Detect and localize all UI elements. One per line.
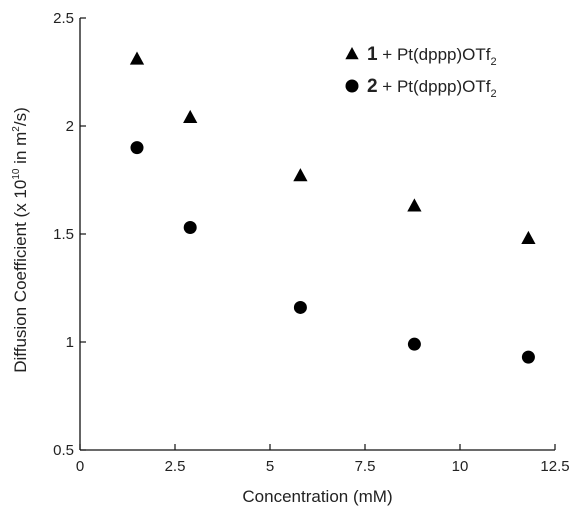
y-axis-label-part3: /s) <box>11 107 30 126</box>
x-tick-label: 10 <box>452 458 469 475</box>
series-2-point <box>407 337 421 351</box>
series-2-point <box>293 300 307 314</box>
x-tick-label: 5 <box>266 458 274 475</box>
legend-entry-2: 2 + Pt(dppp)OTf2 <box>345 76 497 100</box>
series-2-point <box>183 221 197 235</box>
series-1-point <box>183 109 198 123</box>
y-axis-label-part2: in m <box>11 132 30 169</box>
series-1-point <box>129 51 145 65</box>
x-axis-label: Concentration (mM) <box>242 487 392 506</box>
legend-subscript-2: 2 <box>491 88 497 100</box>
y-tick-label: 1.5 <box>53 226 74 243</box>
series-1-point <box>521 230 536 244</box>
y-axis-label: Diffusion Coefficient (x 1010 in m2/s) <box>11 107 30 373</box>
legend-triangle-icon <box>345 47 359 60</box>
series-2-point <box>521 350 535 364</box>
x-tick-label: 2.5 <box>165 458 186 475</box>
data-points <box>129 51 536 364</box>
y-axis-label-part1: Diffusion Coefficient (x 10 <box>11 180 30 373</box>
legend-entry-1: 1 + Pt(dppp)OTf2 <box>345 44 497 68</box>
y-ticks: 0.5 1 1.5 2 2.5 <box>53 10 86 459</box>
x-tick-label: 7.5 <box>355 458 376 475</box>
y-tick-label: 1 <box>66 334 74 351</box>
legend-subscript-1: 2 <box>491 56 497 68</box>
legend-label-1: 1 + Pt(dppp)OTf2 <box>367 44 497 68</box>
x-tick-label: 12.5 <box>540 458 569 475</box>
legend-label-2: 2 + Pt(dppp)OTf2 <box>367 76 497 100</box>
legend-number-1: 1 <box>367 44 378 65</box>
x-tick-label: 0 <box>76 458 84 475</box>
x-ticks: 0 2.5 5 7.5 10 12.5 <box>76 444 570 475</box>
legend-formula-1: + Pt(dppp)OTf <box>378 45 491 64</box>
y-axis-label-exponent: 10 <box>11 168 22 180</box>
legend-circle-icon <box>345 79 359 93</box>
y-tick-label: 2 <box>66 118 74 135</box>
series-1-point <box>407 198 422 212</box>
y-tick-label: 2.5 <box>53 10 74 27</box>
legend-formula-2: + Pt(dppp)OTf <box>378 77 491 96</box>
series-1-point <box>293 168 308 182</box>
y-axis-label-square: 2 <box>11 126 22 132</box>
y-tick-label: 0.5 <box>53 442 74 459</box>
series-2-point <box>130 141 144 155</box>
legend-number-2: 2 <box>367 76 378 97</box>
legend: 1 + Pt(dppp)OTf2 2 + Pt(dppp)OTf2 <box>345 44 497 100</box>
